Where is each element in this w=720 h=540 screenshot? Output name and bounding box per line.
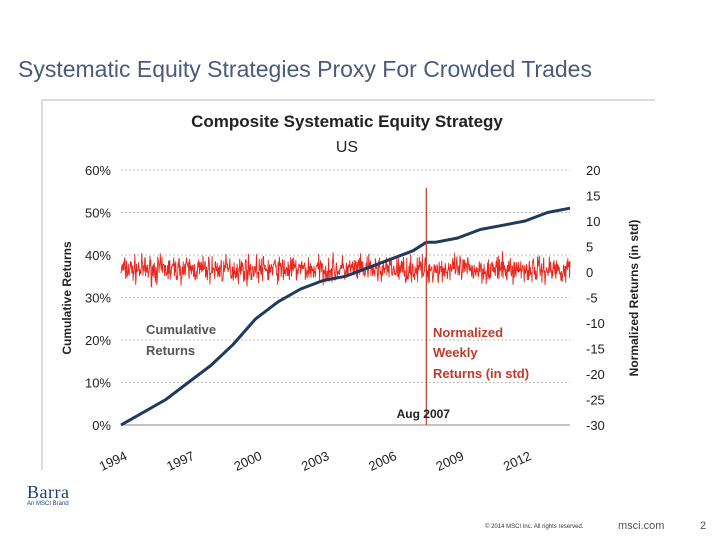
left-tick-label: 0% (92, 418, 111, 433)
aug-2007-label: Aug 2007 (397, 407, 451, 421)
left-tick-label: 20% (85, 333, 111, 348)
barra-logo: Barra An MSCI Brand (27, 482, 69, 507)
right-tick-label: -30 (586, 418, 605, 433)
normalized-annotation-line3: Returns (in std) (433, 366, 529, 381)
left-tick-label: 50% (85, 206, 111, 221)
left-axis-title: Cumulative Returns (60, 241, 74, 355)
page-number: 2 (700, 520, 707, 532)
cumulative-returns-line (120, 206, 571, 427)
right-tick-label: -20 (586, 367, 605, 382)
right-tick-label: 5 (586, 240, 593, 255)
right-tick-label: -5 (586, 291, 598, 306)
right-tick-label: 15 (586, 189, 600, 204)
left-tick-label: 10% (85, 376, 111, 391)
logo-subtext: An MSCI Brand (27, 501, 69, 507)
normalized-annotation-line1: Normalized (433, 325, 503, 340)
x-tick-label: 2006 (366, 448, 399, 474)
series-layer (120, 206, 571, 427)
chart-title: Composite Systematic Equity Strategy (191, 112, 503, 131)
right-tick-label: -15 (586, 342, 605, 357)
right-tick-label: -10 (586, 316, 605, 331)
x-tick-label: 2012 (501, 448, 534, 474)
footer-copyright: © 2014 MSCI Inc. All rights reserved. (485, 524, 584, 530)
footer-bar (0, 489, 720, 540)
chart-subtitle: US (336, 139, 358, 156)
composite-strategy-chart: Composite Systematic Equity Strategy US … (41, 99, 655, 474)
annotations: Aug 2007 Cumulative Returns Normalized Weekl… (146, 188, 529, 425)
right-axis-title: Normalized Returns (in std) (627, 220, 641, 377)
cumulative-returns-annotation-line2: Returns (146, 343, 195, 358)
x-axis: 1994 1997 2000 2003 2006 2009 2012 (97, 424, 570, 474)
footer-site: msci.com (618, 520, 665, 532)
x-tick-label: 1997 (164, 448, 197, 474)
normalized-annotation-line2: Weekly (433, 345, 478, 360)
x-tick-label: 1994 (97, 448, 130, 474)
slide-title: Systematic Equity Strategies Proxy For C… (18, 56, 592, 82)
right-tick-label: 0 (586, 265, 593, 280)
right-tick-label: 10 (586, 214, 600, 229)
x-tick-label: 2003 (299, 448, 332, 474)
right-tick-label: 20 (586, 163, 600, 178)
left-tick-label: 40% (85, 248, 111, 263)
normalized-returns-line (120, 251, 571, 289)
left-tick-label: 60% (85, 163, 111, 178)
x-tick-label: 2000 (232, 448, 265, 474)
x-tick-label: 2009 (434, 448, 467, 474)
left-tick-label: 30% (85, 291, 111, 306)
right-y-axis: -30 -25 -20 -15 -10 -5 0 5 10 15 20 Normalized Retu… (586, 163, 641, 433)
left-y-axis: 0% 10% 20% 30% 40% 50% 60% Cumulative Returns (60, 163, 111, 433)
cumulative-returns-annotation-line1: Cumulative (146, 322, 216, 337)
logo-wordmark: Barra (27, 482, 70, 502)
right-tick-label: -25 (586, 393, 605, 408)
gridlines (121, 169, 570, 383)
